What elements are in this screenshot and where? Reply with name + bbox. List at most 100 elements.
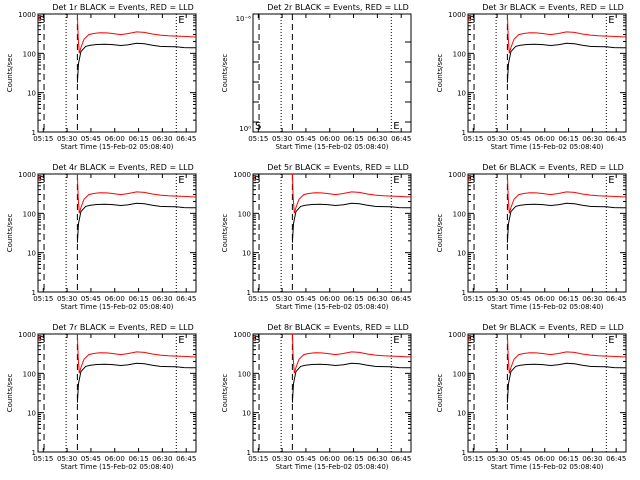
x-tick-label: 05:30 (272, 135, 292, 143)
y-tick-label: 10 (457, 410, 466, 418)
start-marker-label: S (39, 175, 45, 186)
panel-title: Det 9r BLACK = Events, RED = LLD (482, 323, 624, 332)
plot-frame (37, 173, 197, 293)
x-tick-label: 06:00 (320, 455, 340, 463)
x-tick-label: 05:30 (272, 455, 292, 463)
start-marker-label: S (255, 121, 261, 132)
y-tick-label: 1000 (448, 331, 466, 339)
lld-series-line (38, 174, 42, 183)
y-tick-label: 100 (23, 370, 36, 378)
x-tick-label: 06:00 (105, 135, 125, 143)
end-marker-label: E (393, 335, 399, 346)
y-tick-label: 10 (27, 90, 36, 98)
lld-series-line (506, 14, 626, 54)
x-tick-label: 06:15 (558, 455, 578, 463)
x-tick-label: 06:45 (606, 295, 626, 303)
lld-series-line (76, 14, 196, 54)
y-tick-label: 1 (462, 449, 466, 457)
y-tick-label: 10 (242, 250, 251, 258)
x-tick-label: 05:45 (296, 135, 316, 143)
lld-series-line (291, 334, 411, 374)
x-tick-label: 06:30 (367, 295, 387, 303)
y-tick-label: 1000 (18, 331, 36, 339)
panel-det-1: Det 1r BLACK = Events, RED = LLD 05:15 05:… (6, 3, 197, 151)
lld-series-line (253, 174, 257, 183)
x-tick-label: 05:30 (57, 455, 77, 463)
start-marker-label: S (469, 15, 475, 26)
y-tick-label: 1 (32, 289, 36, 297)
x-tick-label: 06:00 (320, 295, 340, 303)
lld-series-line (38, 14, 42, 23)
x-tick-label: 06:15 (128, 295, 148, 303)
lld-series-line (76, 334, 196, 374)
lld-series-line (468, 14, 472, 23)
plot-frame (37, 333, 197, 453)
x-tick-label: 06:00 (105, 455, 125, 463)
end-marker-label: E (608, 15, 614, 26)
x-tick-label: 05:15 (463, 135, 483, 143)
x-tick-label: 05:30 (487, 135, 507, 143)
panel-title: Det 5r BLACK = Events, RED = LLD (267, 163, 409, 172)
x-tick-label: 06:15 (558, 135, 578, 143)
events-series-line (291, 362, 411, 403)
panel-title: Det 8r BLACK = Events, RED = LLD (267, 323, 409, 332)
x-tick-label: 06:15 (343, 135, 363, 143)
x-tick-label: 06:30 (152, 455, 172, 463)
x-tick-label: 05:30 (487, 295, 507, 303)
y-axis-label: Counts/sec (436, 54, 444, 93)
x-tick-label: 06:30 (582, 455, 602, 463)
x-tick-label: 05:15 (463, 455, 483, 463)
x-tick-label: 06:30 (582, 135, 602, 143)
end-marker-label: E (178, 175, 184, 186)
x-axis-label: Start Time (15-Feb-02 05:08:40) (275, 303, 388, 311)
y-tick-label: 1 (462, 289, 466, 297)
y-tick-label: 100 (238, 210, 251, 218)
end-marker-label: E (178, 15, 184, 26)
events-series-line (76, 362, 196, 403)
series-group (38, 334, 196, 403)
lld-series-line (76, 174, 196, 214)
x-axis-label: Start Time (15-Feb-02 05:08:40) (60, 463, 173, 471)
x-tick-label: 06:00 (105, 295, 125, 303)
panel-title: Det 6r BLACK = Events, RED = LLD (482, 163, 624, 172)
lld-series-line (468, 334, 472, 343)
x-axis-label: Start Time (15-Feb-02 05:08:40) (275, 463, 388, 471)
lld-series-line (506, 334, 626, 374)
panel-det-4: Det 4r BLACK = Events, RED = LLD 05:15 05:… (6, 163, 197, 311)
y-axis-label: Counts/sec (6, 54, 14, 93)
plot-frame (252, 333, 412, 453)
x-tick-label: 05:15 (248, 295, 268, 303)
y-tick-label: 10⁰ (239, 125, 251, 133)
panel-det-5: Det 5r BLACK = Events, RED = LLD 05:15 05:… (221, 163, 412, 311)
x-tick-label: 05:15 (248, 455, 268, 463)
series-group (468, 334, 626, 403)
y-tick-label: 1000 (448, 11, 466, 19)
x-axis-label: Start Time (15-Feb-02 05:08:40) (60, 303, 173, 311)
y-axis-label: Counts/sec (436, 214, 444, 253)
panel-title: Det 3r BLACK = Events, RED = LLD (482, 3, 624, 12)
lld-series-line (468, 174, 472, 183)
x-axis-label: Start Time (15-Feb-02 05:08:40) (490, 463, 603, 471)
panel-det-9: Det 9r BLACK = Events, RED = LLD 05:15 05:… (436, 323, 627, 471)
start-marker-label: S (469, 175, 475, 186)
series-group (468, 14, 626, 83)
y-tick-label: 1 (462, 129, 466, 137)
panel-det-3: Det 3r BLACK = Events, RED = LLD 05:15 05:… (436, 3, 627, 151)
x-tick-label: 06:00 (535, 455, 555, 463)
start-marker-label: S (39, 335, 45, 346)
x-axis-label: Start Time (15-Feb-02 05:08:40) (60, 143, 173, 151)
series-group (38, 174, 196, 243)
lld-series-line (506, 174, 626, 214)
x-tick-label: 06:45 (606, 135, 626, 143)
y-tick-label: 100 (453, 210, 466, 218)
series-group (253, 334, 411, 403)
events-series-line (76, 202, 196, 243)
series-group (253, 174, 411, 243)
plot-frame (252, 173, 412, 293)
x-axis-label: Start Time (15-Feb-02 05:08:40) (490, 143, 603, 151)
x-tick-label: 05:15 (33, 135, 53, 143)
y-tick-label: 100 (453, 50, 466, 58)
x-tick-label: 06:30 (367, 455, 387, 463)
y-tick-label: 1000 (448, 171, 466, 179)
